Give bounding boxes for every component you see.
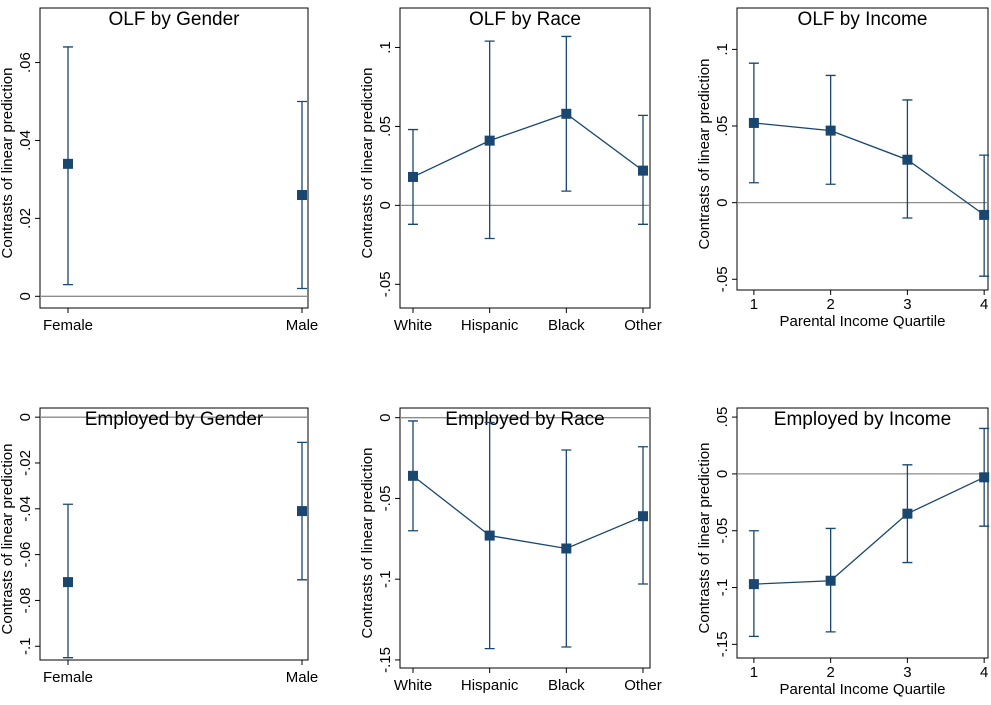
line (412, 475, 644, 550)
chart-title: OLF by Gender (109, 9, 241, 30)
plot-frame (736, 407, 989, 659)
y-axis-title: Contrasts of linear prediction (0, 68, 16, 259)
x-tick-label: Other (624, 677, 662, 694)
x-axis-title: Parental Income Quartile (780, 313, 946, 330)
point-marker (979, 472, 990, 483)
x-tick-label: Black (548, 677, 585, 694)
point-marker (63, 577, 73, 588)
chart-title: OLF by Race (469, 9, 581, 30)
y-tick-label: .05 (377, 116, 394, 137)
x-tick-label: Hispanic (461, 677, 519, 694)
point-marker (297, 506, 307, 517)
x-tick-label: 3 (903, 664, 911, 681)
y-tick-label: .05 (714, 116, 731, 137)
point-marker (902, 154, 913, 165)
chart-title: Employed by Race (445, 409, 604, 430)
y-tick-label: -.1 (17, 637, 34, 655)
y-tick-label: 0 (714, 470, 731, 478)
point-marker (825, 575, 836, 586)
point-marker (825, 125, 836, 136)
y-tick-label: -.08 (17, 588, 34, 614)
y-tick-label: .1 (377, 41, 394, 54)
line (753, 122, 985, 216)
point-marker (408, 470, 418, 481)
line (412, 113, 644, 178)
plot-frame (736, 7, 989, 291)
y-tick-label: .05 (714, 407, 731, 428)
y-tick-label: -.05 (377, 271, 394, 297)
y-tick-label: .06 (17, 52, 34, 73)
y-axis-title: Contrasts of linear prediction (696, 59, 713, 250)
y-tick-label: -.1 (714, 579, 731, 597)
y-tick-label: -.05 (377, 486, 394, 512)
point-marker (561, 543, 572, 554)
x-tick-label: 3 (903, 296, 911, 313)
y-tick-label: 0 (714, 198, 731, 206)
y-tick-label: -.1 (377, 570, 394, 588)
y-axis-title: Contrasts of linear prediction (0, 444, 16, 635)
y-tick-label: .1 (714, 43, 731, 56)
plot-frame (399, 407, 651, 669)
y-tick-label: -.05 (714, 266, 731, 292)
point-marker (63, 158, 73, 169)
x-tick-label: Other (624, 317, 662, 334)
y-tick-label: -.15 (377, 647, 394, 673)
y-axis-title: Contrasts of linear prediction (696, 443, 713, 634)
x-tick-label: Hispanic (461, 317, 519, 334)
y-axis-title: Contrasts of linear prediction (359, 68, 376, 259)
x-tick-label: 4 (980, 664, 988, 681)
y-tick-label: .02 (17, 208, 34, 229)
point-marker (748, 117, 759, 128)
plot-frame (399, 7, 651, 309)
line (753, 476, 985, 585)
point-marker (979, 209, 990, 220)
x-tick-label: 4 (980, 296, 988, 313)
y-tick-label: 0 (377, 414, 394, 422)
plot-frame (39, 7, 309, 309)
point-marker (902, 508, 913, 519)
y-tick-label: -.15 (714, 631, 731, 657)
x-tick-label: White (394, 677, 432, 694)
point-marker (408, 171, 418, 182)
point-marker (561, 108, 572, 119)
y-tick-label: 0 (17, 413, 34, 421)
y-tick-label: 0 (17, 292, 34, 300)
x-tick-label: 1 (750, 664, 758, 681)
y-axis-title: Contrasts of linear prediction (359, 448, 376, 639)
x-tick-label: 2 (826, 664, 834, 681)
x-axis-title: Parental Income Quartile (780, 681, 946, 698)
point-marker (638, 511, 648, 522)
y-tick-label: -.05 (714, 518, 731, 544)
y-tick-label: 0 (377, 201, 394, 209)
chart-title: Employed by Gender (85, 409, 264, 430)
plot-frame (39, 407, 309, 661)
x-tick-label: Black (548, 317, 585, 334)
point-marker (748, 579, 759, 590)
y-tick-label: -.06 (17, 542, 34, 568)
x-tick-label: Female (43, 669, 93, 686)
x-tick-label: Female (43, 317, 93, 334)
point-marker (484, 135, 495, 146)
x-tick-label: 1 (750, 296, 758, 313)
point-marker (638, 165, 648, 176)
chart-title: OLF by Income (798, 9, 928, 30)
point-marker (484, 530, 495, 541)
y-tick-label: -.04 (17, 496, 34, 522)
x-tick-label: Male (286, 669, 319, 686)
y-tick-label: -.02 (17, 450, 34, 476)
x-tick-label: White (394, 317, 432, 334)
chart-title: Employed by Income (774, 409, 951, 430)
y-tick-label: .04 (17, 130, 34, 151)
x-tick-label: 2 (826, 296, 834, 313)
x-tick-label: Male (286, 317, 319, 334)
point-marker (297, 190, 307, 201)
